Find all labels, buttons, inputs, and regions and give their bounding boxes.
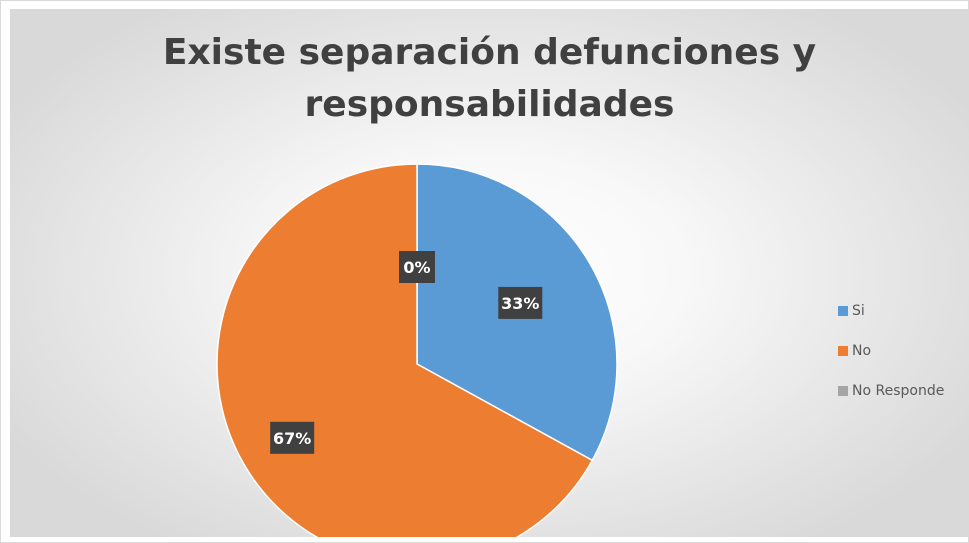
- legend-label-no: No: [852, 343, 872, 359]
- legend-item-si: Si: [838, 301, 865, 321]
- legend-label-si: Si: [852, 303, 865, 319]
- legend-item-no-responde: No Responde: [838, 381, 944, 401]
- pie-data-label-no: 67%: [270, 421, 315, 454]
- legend-swatch-no: [838, 346, 848, 356]
- pie-chart-svg: 33% 67% 0%: [216, 163, 618, 537]
- pie-slices: [216, 163, 618, 537]
- pie-data-label-box-no-responde: [399, 251, 435, 283]
- pie-data-label-si: 33%: [498, 286, 543, 319]
- chart-legend: Si No No Responde: [838, 301, 969, 411]
- pie-data-label-text-no-responde: 0%: [403, 258, 430, 277]
- pie-data-label-no-responde: 0%: [399, 251, 435, 283]
- pie-data-label-text-si: 33%: [501, 294, 539, 313]
- pie-data-label-box-si: [498, 286, 543, 319]
- legend-swatch-no-responde: [838, 386, 848, 396]
- pie-data-label-text-no: 67%: [273, 429, 311, 448]
- legend-item-no: No: [838, 341, 871, 361]
- legend-swatch-si: [838, 306, 848, 316]
- legend-label-no-responde: No Responde: [852, 383, 945, 399]
- pie-data-labels: 33% 67% 0%: [270, 251, 543, 454]
- pie-data-label-box-no: [270, 421, 315, 454]
- chart-area: Existe separación defunciones y responsa…: [10, 9, 969, 537]
- chart-title: Existe separación defunciones y responsa…: [162, 32, 817, 125]
